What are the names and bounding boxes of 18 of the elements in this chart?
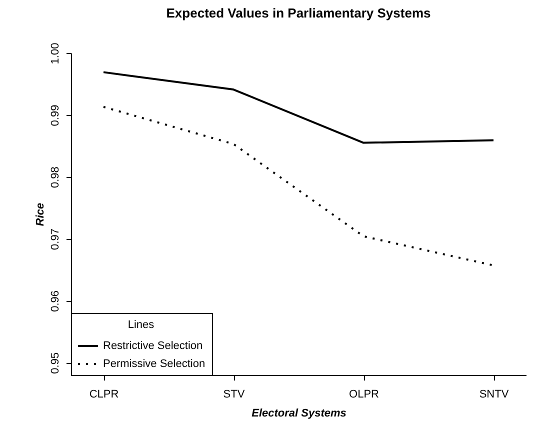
y-tick-label: 0.95 bbox=[50, 352, 62, 374]
x-axis-title: Electoral Systems bbox=[252, 408, 346, 420]
legend-title: Lines bbox=[128, 319, 155, 331]
y-tick-label: 1.00 bbox=[50, 42, 62, 64]
legend-label: Restrictive Selection bbox=[103, 340, 203, 352]
y-tick-label: 0.99 bbox=[50, 104, 62, 126]
line-series bbox=[102, 106, 494, 266]
y-tick-label: 0.98 bbox=[50, 166, 62, 188]
x-tick-label: STV bbox=[223, 388, 246, 400]
x-tick-label: OLPR bbox=[349, 388, 380, 400]
y-tick-label: 0.96 bbox=[50, 290, 62, 312]
chart-title: Expected Values in Parliamentary Systems bbox=[166, 5, 431, 20]
x-tick-label: SNTV bbox=[479, 388, 510, 400]
x-tick-label: CLPR bbox=[89, 388, 119, 400]
y-axis-title: Rice bbox=[34, 202, 46, 226]
line-series bbox=[102, 71, 494, 144]
legend-label: Permissive Selection bbox=[103, 358, 206, 370]
y-tick-label: 0.97 bbox=[50, 228, 62, 250]
